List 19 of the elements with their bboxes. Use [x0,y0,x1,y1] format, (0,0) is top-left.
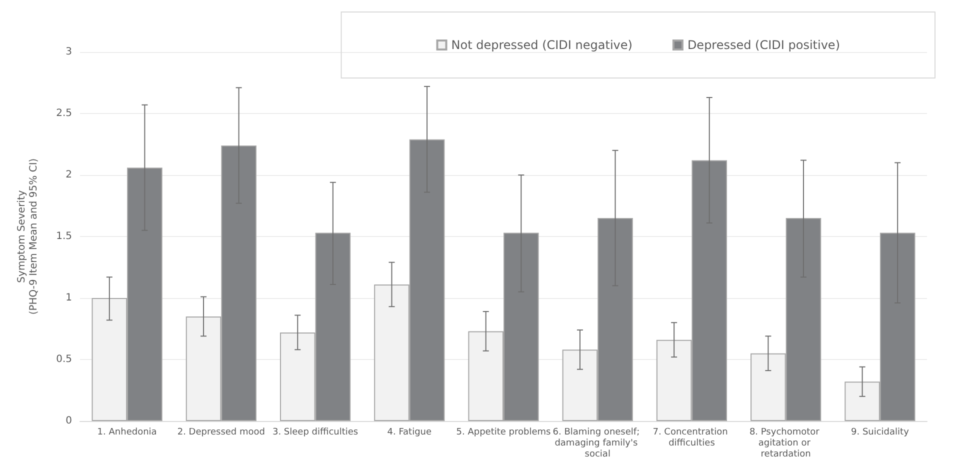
y-tick-label: 1 [66,292,72,304]
y-tick-label: 0.5 [56,354,72,365]
legend-label: Not depressed (CIDI negative) [451,38,632,52]
y-tick-label: 0 [66,416,72,426]
x-tick-label: 9. Suicidality [850,428,910,438]
x-tick-label: 2. Depressed mood [177,428,265,438]
x-tick-label: 7. Concentration difficulties [652,428,731,448]
y-axis-title: Symptom Severity (PHQ-9 Item Mean and 95% CI) [16,158,40,315]
x-tick-label: 5. Appetite problems [456,428,552,438]
x-tick-label: 1. Anhedonia [97,428,157,438]
y-tick-label: 3 [66,46,72,58]
x-tick-label: 8. Psychomotor agitation or retardation [749,428,822,460]
y-tick-label: 2 [66,170,72,180]
y-tick-label: 1.5 [56,231,72,242]
x-tick-label: 6. Blaming oneself; damaging family's social [552,428,642,460]
x-tick-label: 3. Sleep difficulties [272,428,358,438]
y-tick-label: 2.5 [56,108,72,119]
x-tick-label: 4. Fatigue [387,428,432,438]
legend-label: Depressed (CIDI positive) [687,38,840,52]
